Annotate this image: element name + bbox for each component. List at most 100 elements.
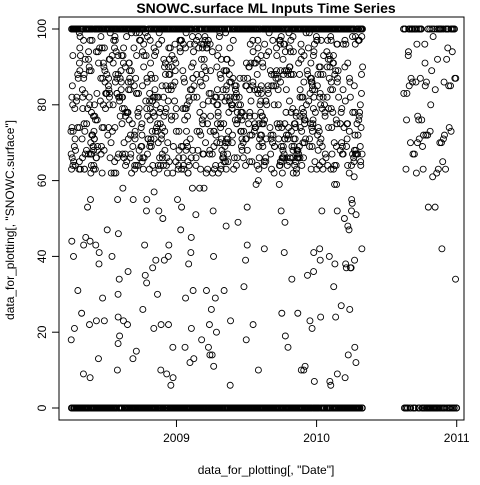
x-tick-label-1: 2010: [303, 431, 330, 445]
data-point-831: [174, 196, 181, 204]
data-point-2278: [359, 25, 366, 33]
chart-title: SNOWC.surface ML Inputs Time Series: [136, 0, 396, 16]
data-point-1358: [241, 112, 249, 120]
data-point-1140: [213, 63, 221, 71]
data-point-1151: [214, 108, 222, 116]
data-point-208: [94, 146, 102, 154]
data-point-1334: [237, 127, 245, 135]
data-point-1221: [223, 55, 231, 63]
data-point-30: [71, 105, 79, 113]
data-point-1438: [251, 120, 259, 128]
data-point-1579: [269, 131, 277, 139]
data-point-776: [166, 44, 174, 52]
data-point-1321: [236, 74, 244, 82]
data-point-312: [107, 139, 115, 147]
data-point-2288: [403, 116, 410, 124]
data-point-1569: [268, 82, 276, 90]
data-point-1065: [204, 120, 211, 128]
data-point-2164: [344, 222, 352, 230]
data-point-956: [189, 287, 197, 294]
data-point-1984: [321, 108, 329, 116]
data-point-567: [140, 40, 148, 48]
data-point-17: [69, 52, 77, 59]
data-point-1900: [310, 48, 318, 56]
data-point-2180: [346, 306, 354, 313]
data-point-1128: [212, 161, 220, 169]
data-point-11: [68, 154, 76, 162]
data-point-53: [74, 124, 82, 131]
data-point-1792: [296, 86, 304, 94]
data-point-1433: [250, 127, 258, 135]
data-point-1406: [247, 59, 255, 67]
data-point-707: [157, 135, 165, 143]
data-point-412: [120, 44, 128, 52]
data-point-1748: [291, 161, 299, 169]
data-point-635: [148, 127, 156, 135]
data-point-1944: [316, 139, 324, 147]
data-point-1047: [201, 36, 209, 44]
data-point-904: [183, 139, 191, 147]
data-point-920: [185, 260, 193, 268]
data-point-2312: [412, 78, 420, 86]
data-point-142: [85, 63, 93, 71]
data-point-728: [160, 55, 168, 63]
data-point-2160: [344, 161, 352, 169]
data-point-1277: [230, 154, 238, 162]
data-point-1788: [296, 93, 304, 101]
data-point-1020: [198, 71, 206, 78]
data-point-2369: [434, 55, 441, 63]
data-point-471: [127, 67, 135, 75]
data-point-1085: [206, 150, 214, 158]
data-point-2310: [411, 404, 419, 412]
data-point-2412: [450, 404, 458, 412]
data-point-1773: [294, 309, 302, 317]
data-point-394: [117, 86, 125, 94]
data-point-1577: [269, 139, 277, 147]
data-point-261: [100, 44, 108, 52]
data-point-2084: [334, 74, 341, 82]
data-point-1525: [262, 97, 270, 105]
data-point-1103: [208, 351, 216, 359]
data-point-338: [110, 169, 118, 177]
data-point-919: [185, 93, 193, 101]
data-point-1798: [297, 40, 305, 48]
data-point-1588: [270, 101, 278, 109]
data-point-797: [169, 169, 177, 177]
data-point-877: [179, 40, 187, 48]
data-point-842: [175, 154, 183, 162]
data-point-986: [193, 93, 201, 101]
data-point-662: [152, 127, 159, 135]
data-point-2336: [421, 59, 429, 67]
data-point-258: [100, 146, 108, 154]
data-point-648: [150, 188, 158, 196]
data-point-2324: [416, 74, 424, 82]
data-point-123: [83, 120, 91, 128]
data-point-1604: [272, 71, 280, 78]
data-point-1347: [239, 154, 247, 162]
data-point-201: [93, 89, 101, 97]
data-point-2151: [342, 264, 350, 272]
data-point-404: [119, 93, 126, 101]
data-point-2022: [326, 378, 334, 385]
data-point-2213: [350, 158, 358, 166]
data-point-2380: [438, 245, 446, 253]
data-point-1083: [206, 146, 214, 154]
data-point-1453: [253, 161, 261, 169]
data-point-2383: [439, 25, 447, 33]
data-point-1681: [282, 108, 290, 116]
data-point-664: [152, 256, 160, 264]
data-point-1120: [210, 127, 218, 135]
data-point-731: [161, 63, 168, 71]
data-point-1721: [287, 108, 295, 116]
data-point-8: [68, 93, 76, 101]
data-point-1114: [210, 252, 217, 260]
data-point-441: [124, 321, 131, 329]
data-point-2246: [354, 131, 362, 139]
data-point-2327: [418, 116, 426, 124]
data-point-426: [122, 161, 129, 169]
data-point-483: [129, 355, 137, 363]
data-point-2068: [332, 67, 340, 75]
data-point-1934: [314, 146, 322, 154]
data-point-596: [143, 74, 151, 82]
data-point-207: [94, 143, 101, 150]
